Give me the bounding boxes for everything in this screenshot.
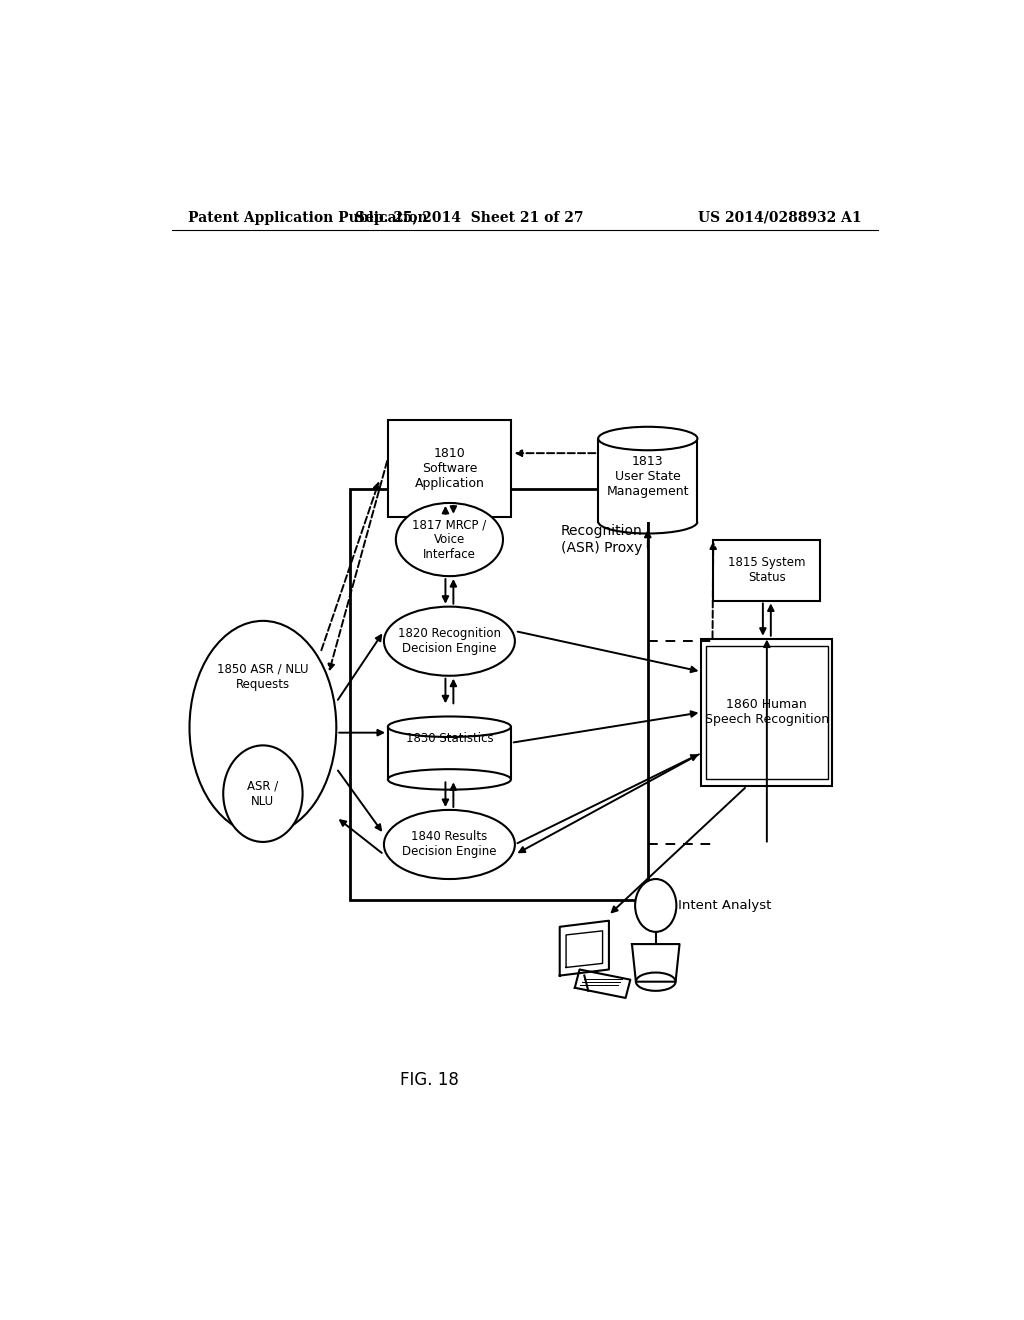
Text: 1813
User State
Management: 1813 User State Management [606, 455, 689, 498]
Ellipse shape [223, 746, 303, 842]
Text: 1840 Results
Decision Engine: 1840 Results Decision Engine [402, 830, 497, 858]
Text: 1817 MRCP /
Voice
Interface: 1817 MRCP / Voice Interface [413, 517, 486, 561]
Ellipse shape [189, 620, 336, 834]
Text: FIG. 18: FIG. 18 [400, 1072, 459, 1089]
Text: 1820 Recognition
Decision Engine: 1820 Recognition Decision Engine [398, 627, 501, 655]
Ellipse shape [388, 770, 511, 789]
Ellipse shape [388, 717, 511, 737]
Ellipse shape [384, 810, 515, 879]
Ellipse shape [396, 503, 503, 576]
Text: 1810
Software
Application: 1810 Software Application [415, 447, 484, 490]
Ellipse shape [384, 607, 515, 676]
Text: Recognition
(ASR) Proxy: Recognition (ASR) Proxy [560, 524, 642, 554]
Text: 1850 ASR / NLU
Requests: 1850 ASR / NLU Requests [217, 663, 308, 690]
Text: ASR /
NLU: ASR / NLU [247, 780, 279, 808]
Text: 1815 System
Status: 1815 System Status [728, 556, 806, 583]
Bar [707, 645, 827, 779]
Text: Sep. 25, 2014  Sheet 21 of 27: Sep. 25, 2014 Sheet 21 of 27 [355, 211, 584, 224]
Text: US 2014/0288932 A1: US 2014/0288932 A1 [698, 211, 862, 224]
Circle shape [635, 879, 677, 932]
Bar [388, 727, 511, 779]
Bar [388, 420, 511, 516]
Text: Patent Application Publication: Patent Application Publication [187, 211, 427, 224]
Bar [701, 639, 833, 785]
Bar [350, 488, 648, 900]
Bar [714, 540, 820, 601]
Ellipse shape [598, 426, 697, 450]
Text: 1860 Human
Speech Recognition: 1860 Human Speech Recognition [705, 698, 828, 726]
Text: 1765 Intent Analyst: 1765 Intent Analyst [640, 899, 771, 912]
Bar [598, 438, 697, 521]
Text: 1830 Statistics: 1830 Statistics [406, 733, 494, 746]
